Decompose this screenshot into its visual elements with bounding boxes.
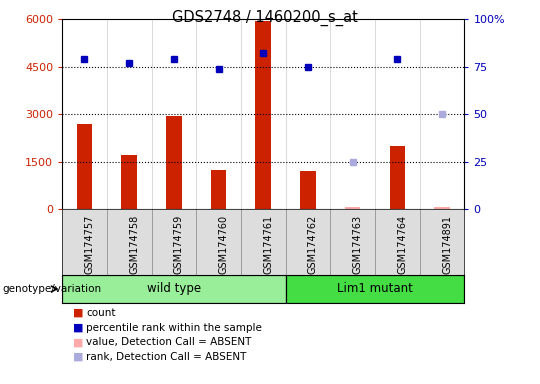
Bar [166,116,181,209]
Text: GSM174891: GSM174891 [442,215,452,273]
Bar [62,275,286,303]
Text: genotype/variation: genotype/variation [3,284,102,294]
Bar [122,156,137,209]
Text: wild type: wild type [147,283,201,295]
Text: Lim1 mutant: Lim1 mutant [337,283,413,295]
Text: rank, Detection Call = ABSENT: rank, Detection Call = ABSENT [86,352,247,362]
Text: count: count [86,308,116,318]
Bar [286,275,464,303]
Text: ■: ■ [73,352,83,362]
Text: ■: ■ [73,337,83,347]
Bar [345,207,361,209]
Text: GDS2748 / 1460200_s_at: GDS2748 / 1460200_s_at [172,10,357,26]
Bar [434,207,450,209]
Text: percentile rank within the sample: percentile rank within the sample [86,323,262,333]
Bar [77,124,92,209]
Bar [389,146,405,209]
Text: GSM174760: GSM174760 [219,215,228,274]
Bar [211,170,226,209]
Text: GSM174758: GSM174758 [129,215,139,274]
Text: ■: ■ [73,323,83,333]
Text: GSM174764: GSM174764 [397,215,407,274]
Text: GSM174763: GSM174763 [353,215,363,274]
Text: GSM174762: GSM174762 [308,215,318,274]
Text: GSM174757: GSM174757 [84,215,94,274]
Text: GSM174759: GSM174759 [174,215,184,274]
Bar [255,21,271,209]
Bar [300,171,316,209]
Text: value, Detection Call = ABSENT: value, Detection Call = ABSENT [86,337,252,347]
Text: ■: ■ [73,308,83,318]
Text: GSM174761: GSM174761 [264,215,273,274]
